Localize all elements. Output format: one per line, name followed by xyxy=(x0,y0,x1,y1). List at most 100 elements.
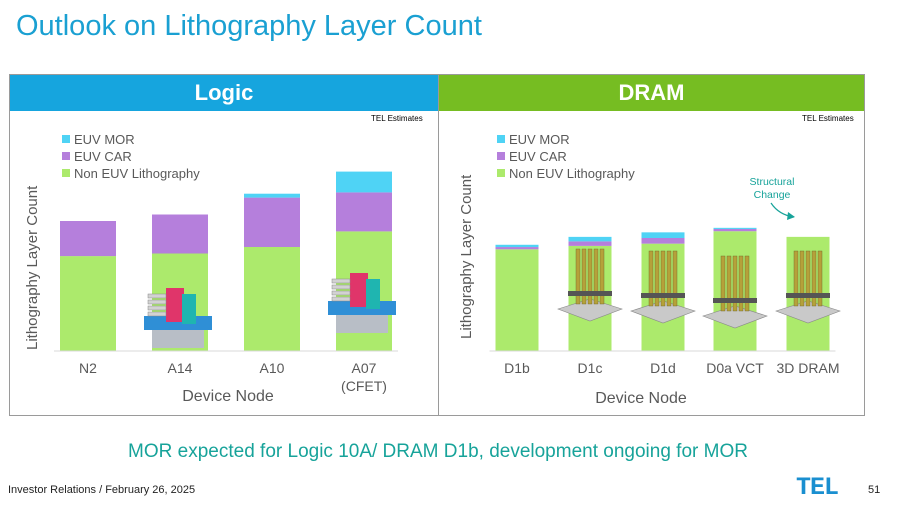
legend-swatch-euv-mor xyxy=(497,135,505,143)
x-axis-label: Device Node xyxy=(595,390,687,407)
chart-svg: EUV MOR EUV CAR Non EUV Lithography D1b D1c D… xyxy=(489,132,841,407)
x-tick-label-n2: N2 xyxy=(79,360,97,376)
legend-label-non-euv-lithography: Non EUV Lithography xyxy=(509,166,635,181)
dram-pillar xyxy=(599,248,605,305)
bar-d1d-euv-car xyxy=(641,238,685,244)
dram-panel-header: DRAM xyxy=(439,75,864,111)
device-substrate xyxy=(336,315,388,333)
legend-swatch-non-euv-lithography xyxy=(497,169,505,177)
bar-d1b-euv-mor xyxy=(495,244,539,248)
device-layer xyxy=(331,278,351,284)
dram-pillar xyxy=(744,255,750,312)
device-layer xyxy=(331,296,351,302)
bar-a10-euv-car xyxy=(244,197,300,247)
dram-illustration-d1d xyxy=(630,250,696,324)
chart-frame xyxy=(9,74,865,416)
legend-swatch-non-euv-lithography xyxy=(62,169,70,177)
annotation-arrowhead xyxy=(787,212,795,220)
dram-pillar xyxy=(811,250,817,307)
x-tick-label-d1b: D1b xyxy=(504,360,530,376)
device-illustration-a14 xyxy=(144,288,212,348)
legend-label-non-euv-lithography: Non EUV Lithography xyxy=(74,166,200,181)
bar-d1b-euv-car xyxy=(495,247,539,250)
device-layer xyxy=(147,293,167,299)
dram-wordline xyxy=(641,293,685,298)
legend-label-euv-car: EUV CAR xyxy=(74,149,132,164)
device-layer xyxy=(147,305,167,311)
dram-pillar xyxy=(593,248,599,305)
device-fin xyxy=(182,294,196,324)
dram-wordline xyxy=(568,291,612,296)
legend-label-euv-car: EUV CAR xyxy=(509,149,567,164)
page-number: 51 xyxy=(868,484,881,496)
structural-change-annotation: Structural Change xyxy=(750,176,795,201)
dram-pillar xyxy=(817,250,823,307)
x-tick-label-a07: A07 (CFET) xyxy=(341,360,387,394)
x-tick-label-d1d: D1d xyxy=(650,360,676,376)
legend-swatch-euv-mor xyxy=(62,135,70,143)
legend-swatch-euv-car xyxy=(497,152,505,160)
device-layer xyxy=(147,299,167,305)
bar-d1c-euv-mor xyxy=(568,236,612,242)
device-gate xyxy=(166,288,184,322)
dram-pillar xyxy=(666,250,672,307)
dram-illustration-d0a-vct xyxy=(702,255,768,329)
tel-logo: TEL xyxy=(796,473,839,502)
x-tick-label-d0a-vct: D0a VCT xyxy=(706,360,764,376)
dram-pillar xyxy=(654,250,660,307)
dram-pillar xyxy=(726,255,732,312)
x-tick-label-d1c: D1c xyxy=(578,360,603,376)
bar-d1d-euv-mor xyxy=(641,232,685,238)
legend-label-euv-mor: EUV MOR xyxy=(509,132,570,147)
bar-a07-euv-mor xyxy=(336,171,392,193)
legend-swatch-euv-car xyxy=(62,152,70,160)
dram-pillar xyxy=(648,250,654,307)
device-substrate xyxy=(152,330,204,348)
bar-n2-euv-car xyxy=(60,221,116,257)
footer-date: Investor Relations / February 26, 2025 xyxy=(8,484,196,496)
dram-pillar xyxy=(799,250,805,307)
dram-illustration-3d-dram xyxy=(775,250,841,324)
dram-pillar xyxy=(720,255,726,312)
bar-a07-euv-car xyxy=(336,192,392,232)
device-layer xyxy=(147,311,167,317)
device-gate xyxy=(350,273,368,307)
logic-estimate-note: TEL Estimates xyxy=(371,114,423,123)
dram-pillar xyxy=(672,250,678,307)
bar-d1b-non-euv-lithography xyxy=(495,249,539,351)
dram-pillar xyxy=(581,248,587,305)
x-tick-label-a10: A10 xyxy=(260,360,285,376)
dram-pillar xyxy=(793,250,799,307)
bar-a14-euv-car xyxy=(152,214,208,254)
dram-wordline xyxy=(713,298,757,303)
legend-label-euv-mor: EUV MOR xyxy=(74,132,135,147)
x-tick-label-3d-dram: 3D DRAM xyxy=(776,360,839,376)
device-illustration-a07 xyxy=(328,273,396,333)
dram-pillar xyxy=(660,250,666,307)
chart-svg: EUV MOR EUV CAR Non EUV Lithography N2 A14 A1… xyxy=(54,132,398,405)
bar-a10-euv-mor xyxy=(244,193,300,198)
bar-d1c-euv-car xyxy=(568,241,612,246)
logic-chart: Lithography Layer Count EUV MOR EUV CAR No… xyxy=(10,111,438,415)
x-axis-label: Device Node xyxy=(182,388,274,405)
slide-title: Outlook on Lithography Layer Count xyxy=(16,10,482,42)
dram-chart: Lithography Layer Count EUV MOR EUV CAR No… xyxy=(439,111,867,415)
dram-illustration-d1c xyxy=(557,248,623,322)
device-layer xyxy=(331,290,351,296)
dram-pillar xyxy=(738,255,744,312)
dram-pillar xyxy=(732,255,738,312)
bar-a10-non-euv-lithography xyxy=(244,247,300,351)
x-tick-label-a14: A14 xyxy=(168,360,193,376)
dram-pillar xyxy=(575,248,581,305)
dram-estimate-note: TEL Estimates xyxy=(802,114,854,123)
dram-wordline xyxy=(786,293,830,298)
device-fin xyxy=(366,279,380,309)
logic-panel-header: Logic xyxy=(10,75,438,111)
panel-divider xyxy=(438,74,439,416)
dram-pillar xyxy=(805,250,811,307)
footer-message: MOR expected for Logic 10A/ DRAM D1b, de… xyxy=(128,441,748,462)
dram-pillar xyxy=(587,248,593,305)
bar-n2-non-euv-lithography xyxy=(60,256,116,351)
bar-d0a-vct-euv-car xyxy=(713,228,757,232)
bar-d0a-vct-euv-mor xyxy=(713,227,757,229)
